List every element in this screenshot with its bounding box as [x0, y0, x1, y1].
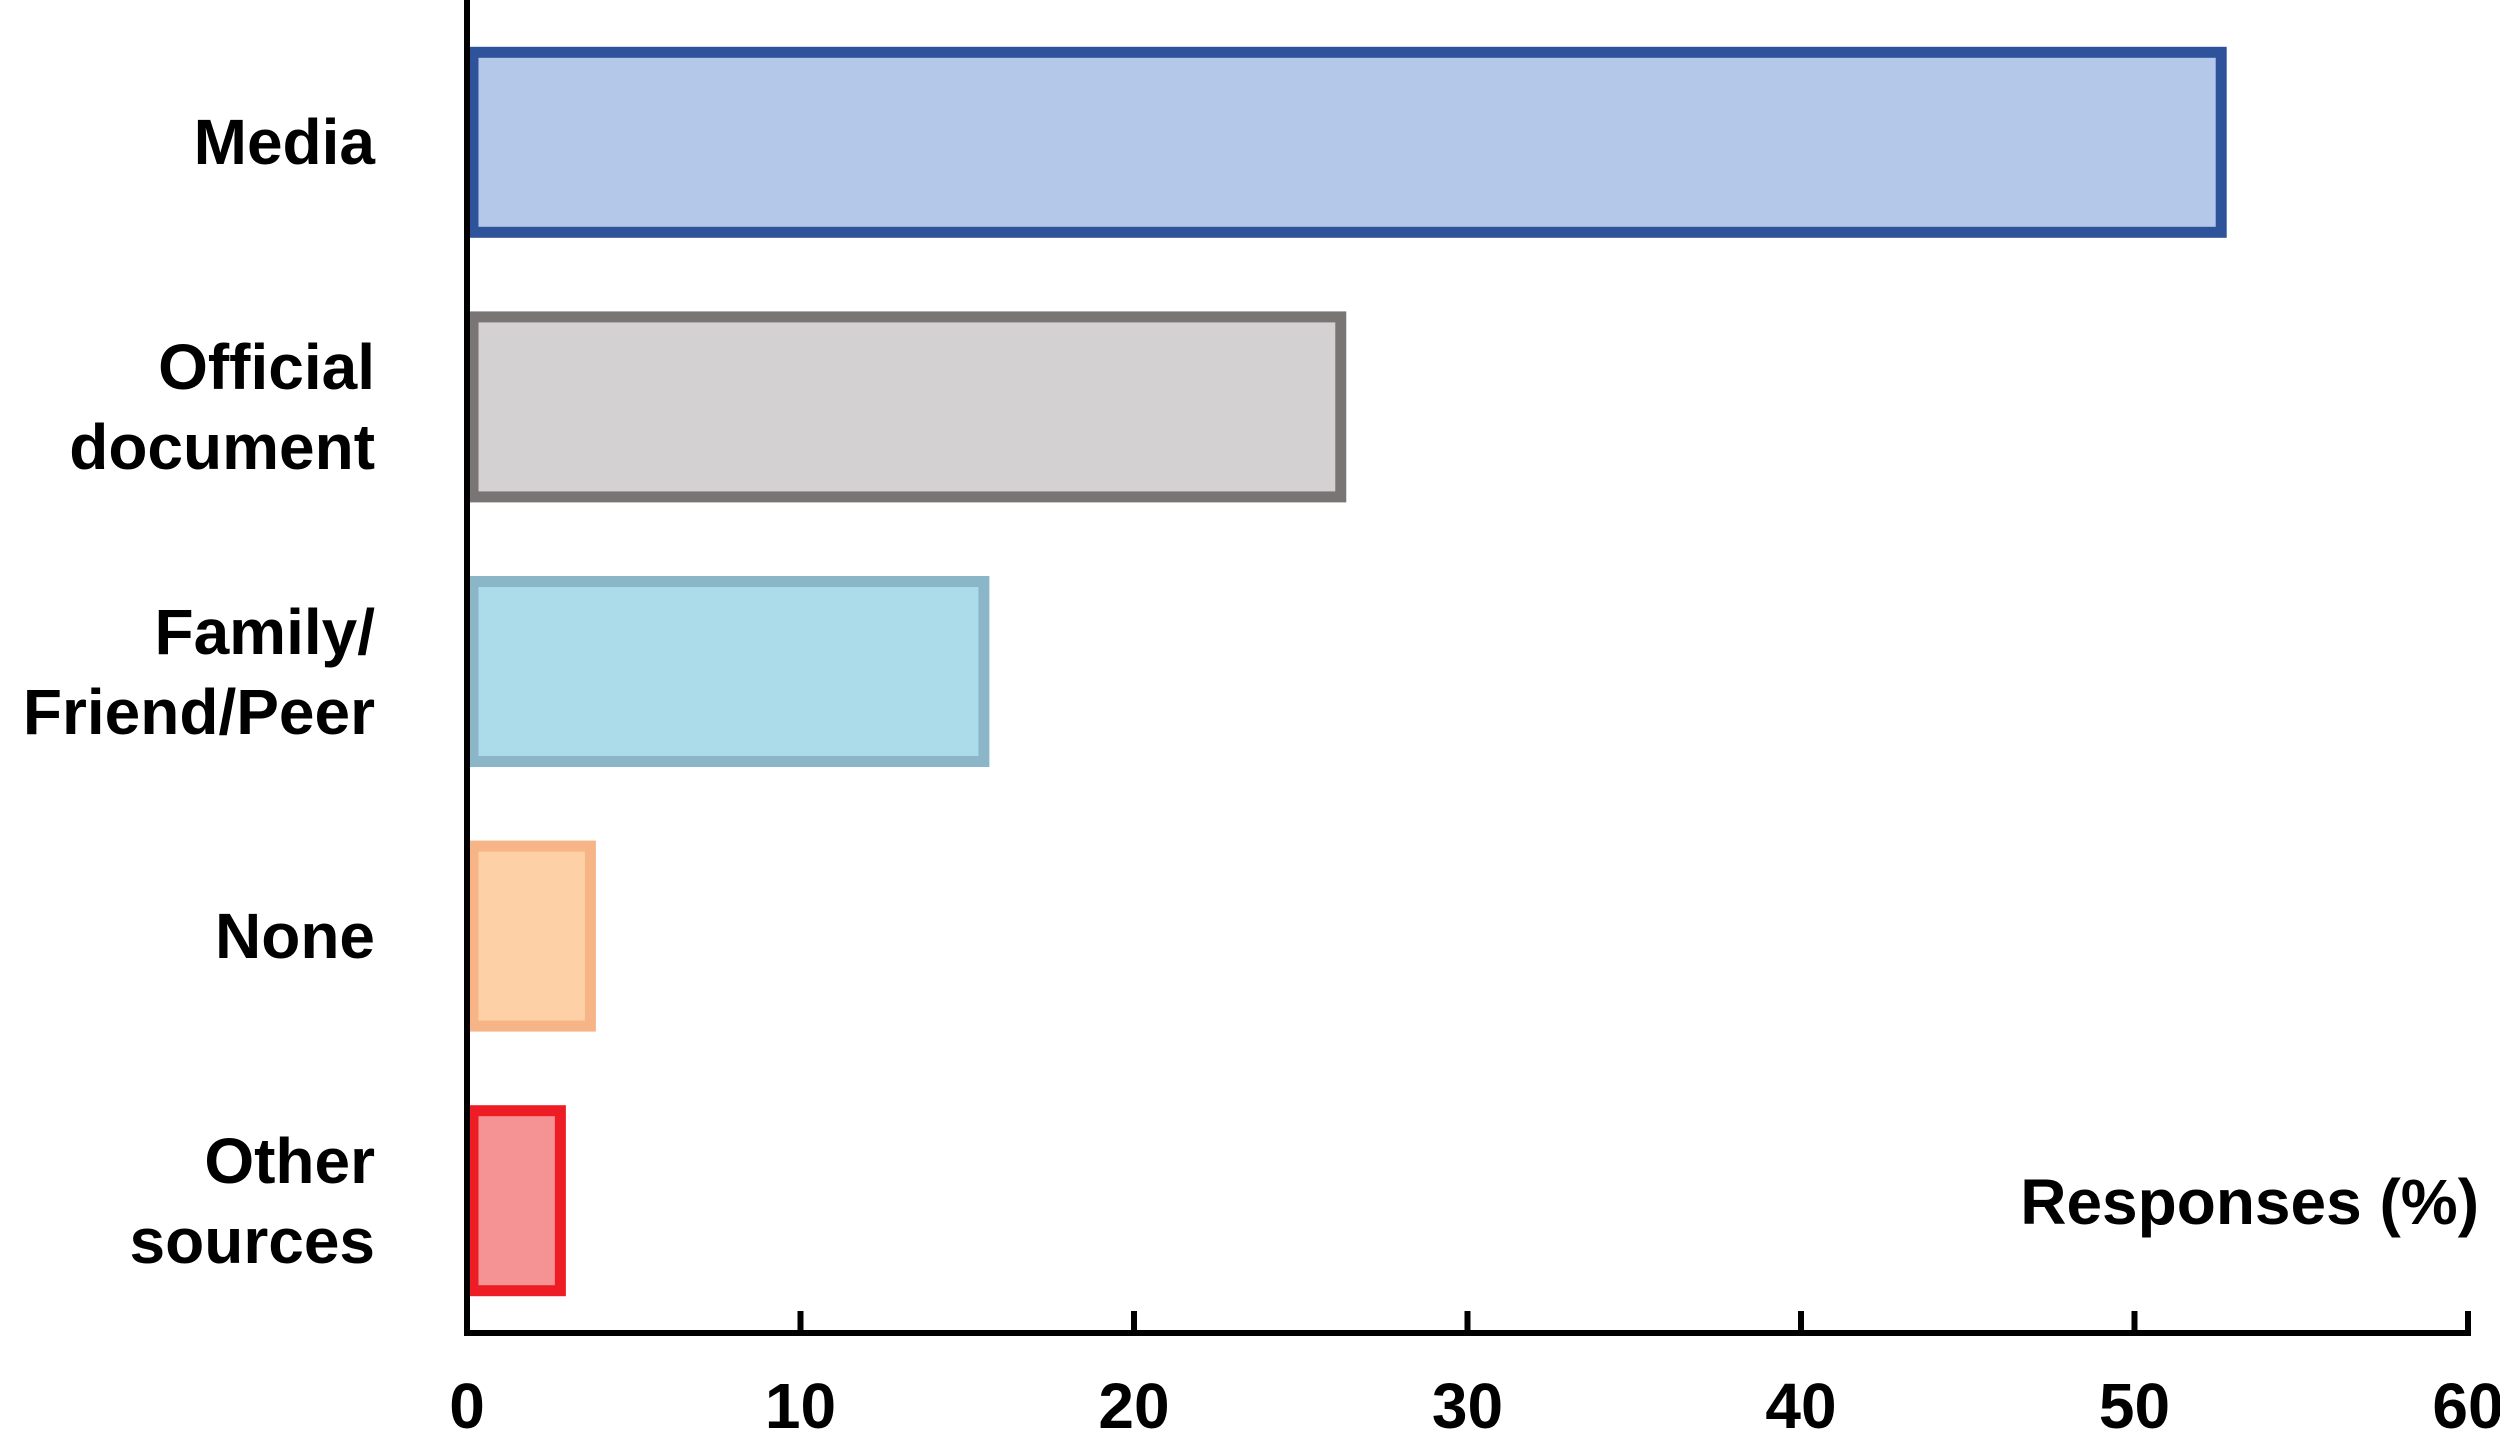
bar — [467, 576, 990, 767]
bar — [467, 311, 1347, 503]
x-tick-label: 30 — [1432, 1370, 1503, 1438]
y-tick-label: Other sources — [129, 1124, 375, 1277]
x-tick-label: 20 — [1098, 1370, 1169, 1438]
x-tick-label: 40 — [1765, 1370, 1836, 1438]
bar — [467, 1105, 566, 1297]
x-tick-label: 10 — [765, 1370, 836, 1438]
y-tick-label: Official document — [69, 330, 375, 483]
bar — [467, 46, 2227, 238]
y-tick-label: Media — [193, 106, 375, 179]
x-tick-label: 50 — [2099, 1370, 2170, 1438]
bar — [467, 840, 596, 1032]
y-tick-label: None — [215, 900, 375, 973]
y-tick-label: Family/ Friend/Peer — [22, 595, 375, 748]
x-tick-label: 60 — [2432, 1370, 2500, 1438]
x-axis-label: Responses (%) — [2020, 1166, 2479, 1238]
x-tick-label: 0 — [449, 1370, 485, 1438]
